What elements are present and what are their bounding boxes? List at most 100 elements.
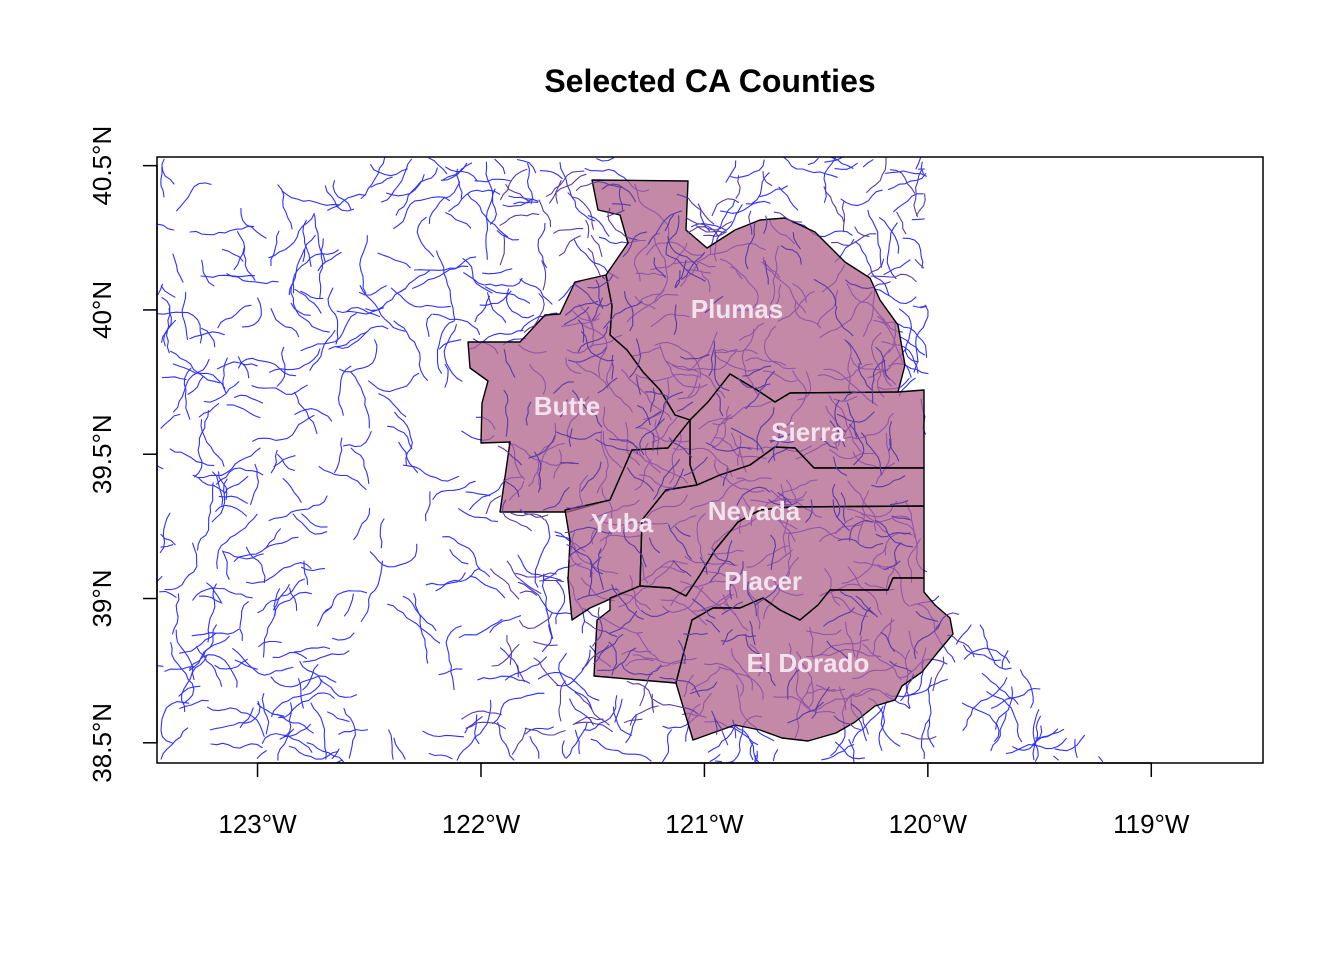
river-segment: [889, 660, 912, 673]
river-segment: [424, 491, 431, 522]
river-segment: [609, 610, 638, 634]
river-segment: [425, 567, 481, 586]
river-segment: [1098, 756, 1104, 762]
river-segment: [529, 736, 540, 759]
river-segment: [299, 660, 358, 698]
river-segment: [250, 463, 260, 505]
river-segment: [606, 209, 625, 218]
river-segment: [714, 717, 729, 746]
river-segment: [603, 301, 643, 329]
river-segment: [332, 180, 352, 210]
river-segment: [499, 234, 506, 266]
river-segment: [203, 381, 240, 403]
river-segment: [720, 634, 756, 642]
river-segment: [575, 181, 622, 192]
river-segment: [232, 648, 294, 676]
river-segment: [637, 405, 651, 426]
river-segment: [574, 716, 604, 724]
river-segment: [745, 200, 771, 205]
river-segment: [763, 215, 768, 234]
river-segment: [787, 701, 824, 724]
river-segment: [820, 438, 837, 449]
river-segment: [511, 727, 527, 755]
river-segment: [672, 559, 692, 577]
river-segment: [209, 700, 261, 731]
river-segment: [653, 257, 666, 278]
river-segment: [210, 742, 263, 749]
river-segment: [274, 591, 312, 616]
river-segment: [593, 634, 624, 665]
river-segment: [559, 462, 579, 465]
river-segment: [896, 211, 907, 235]
river-segment: [873, 288, 917, 305]
river-segment: [580, 461, 602, 492]
river-segment: [595, 438, 631, 452]
river-segment: [350, 371, 370, 429]
river-segment: [336, 759, 343, 763]
river-segment: [691, 598, 716, 619]
river-segment: [435, 572, 466, 592]
river-segment: [712, 548, 736, 566]
river-segment: [464, 716, 483, 734]
river-segment: [597, 548, 604, 590]
river-segment: [159, 590, 177, 598]
river-segment: [201, 327, 216, 348]
river-segment: [497, 721, 515, 761]
river-segment: [589, 556, 602, 578]
river-segment: [705, 442, 752, 452]
river-segment: [438, 668, 463, 676]
river-segment: [716, 392, 724, 417]
river-segment: [211, 478, 228, 523]
river-segment: [445, 625, 462, 691]
river-segment: [206, 582, 222, 603]
river-segment: [567, 526, 600, 562]
x-axis: 123°W 122°W 121°W 120°W 119°W: [218, 762, 1190, 839]
river-segment: [469, 575, 506, 599]
river-segment: [281, 190, 340, 206]
river-segment: [161, 308, 171, 343]
river-segment: [157, 665, 164, 667]
river-segment: [859, 607, 871, 636]
river-segment: [620, 662, 653, 676]
river-segment: [218, 495, 248, 504]
river-segment: [292, 513, 328, 535]
river-segment: [494, 158, 506, 175]
river-segment: [537, 222, 548, 269]
river-segment: [268, 495, 328, 522]
river-segment: [226, 404, 261, 419]
river-segment: [636, 376, 641, 395]
river-segment: [377, 252, 411, 269]
river-segment: [722, 629, 733, 646]
river-segment: [491, 643, 520, 667]
river-segment: [675, 270, 681, 289]
map-title: Selected CA Counties: [544, 63, 875, 99]
river-segment: [160, 727, 189, 760]
river-segment: [534, 519, 551, 588]
river-segment: [393, 737, 406, 760]
river-segment: [780, 497, 787, 517]
river-segment: [577, 319, 585, 343]
river-segment: [273, 455, 296, 468]
river-segment: [474, 295, 491, 323]
river-segment: [524, 726, 554, 735]
river-segment: [834, 741, 866, 760]
river-segment: [962, 677, 1008, 732]
river-segment: [889, 169, 916, 194]
river-segment: [318, 466, 367, 491]
river-segment: [1019, 669, 1034, 709]
river-segment: [875, 520, 914, 548]
river-segment: [668, 437, 693, 458]
river-segment: [807, 157, 819, 166]
river-segment: [300, 290, 324, 300]
river-segment: [900, 732, 937, 740]
river-segment: [516, 159, 537, 174]
label-yuba: Yuba: [591, 508, 654, 538]
river-segment: [563, 306, 590, 326]
river-segment: [596, 647, 637, 672]
river-segment: [572, 721, 613, 733]
river-segment: [862, 159, 874, 168]
river-segment: [681, 251, 706, 280]
river-segment: [233, 528, 281, 562]
river-segment: [234, 659, 258, 670]
river-segment: [412, 256, 477, 289]
